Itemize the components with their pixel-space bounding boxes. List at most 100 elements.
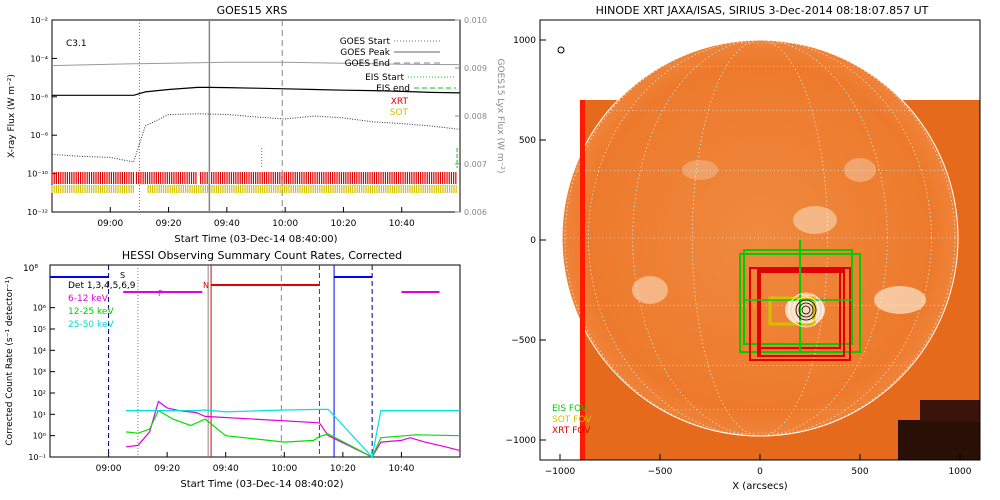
hessi-xtick-label: 09:40 (213, 464, 239, 474)
legend-xrt-fov: XRT FOV (552, 426, 591, 436)
legend-eis-fov: EIS FOV (552, 404, 588, 414)
goes-xtick-label: 10:20 (330, 219, 356, 229)
goes-ytick-right-label: 0.009 (464, 64, 487, 73)
goes-ytick-right-label: 0.008 (464, 112, 487, 121)
legend-xrt: XRT (391, 97, 409, 107)
hessi-xtick-label: 09:20 (154, 464, 180, 474)
bright-region (682, 160, 718, 180)
hessi-flag-n: N (203, 281, 209, 290)
hessi-xtick-label: 10:20 (330, 464, 356, 474)
xrt-xtick-label: −500 (648, 467, 673, 477)
hessi-ytick-label: 10² (33, 389, 46, 398)
hessi-ylabel: Corrected Count Rate (s⁻¹ detector⁻¹) (5, 276, 15, 445)
bright-region (793, 206, 837, 234)
hessi-attenuator-levels (50, 276, 440, 293)
legend-12-25: 12-25 keV (68, 307, 114, 317)
xrt-xtick-label: 500 (851, 467, 868, 477)
hessi-ytick-label: 10¹ (33, 410, 46, 419)
hessi-series-25-50-keV (126, 408, 460, 459)
xrt-image (561, 39, 980, 460)
hessi-xtick-label: 09:00 (96, 464, 122, 474)
hessi-xtick-label: 10:00 (271, 464, 297, 474)
goes-lines (51, 61, 461, 163)
goes-markers (138, 20, 283, 212)
hessi-ytick-label: 10⁰ (33, 432, 46, 441)
goes-xtick-label: 09:40 (214, 219, 240, 229)
contour (795, 299, 817, 321)
goes-ytick-label: 10⁻⁴ (30, 54, 48, 63)
hessi-ytick-top: 10⁸ (23, 264, 38, 274)
xrt-ytick-label: −500 (511, 336, 536, 346)
hessi-ytick-label: 10³ (33, 368, 46, 377)
contour (801, 305, 811, 315)
hessi-xtick-label: 10:40 (388, 464, 414, 474)
legend-eis-end: EIS end (376, 84, 410, 94)
xrt-x-axis: −1000 −500 0 500 1000 (545, 454, 972, 477)
hessi-panel: HESSI Observing Summary Count Rates, Cor… (5, 249, 461, 490)
hessi-series-12-25-keV (126, 409, 461, 458)
legend-6-12: 6-12 keV (68, 294, 109, 304)
legend-25-50: 25-50 keV (68, 320, 114, 330)
hessi-markers (108, 265, 373, 457)
contour (792, 296, 820, 324)
xrt-y-axis: −1000 −500 0 500 1000 (506, 36, 546, 446)
goes-xtick-label: 10:00 (272, 219, 298, 229)
bright-region (844, 158, 876, 182)
hessi-y-axis: 10⁻¹ 10⁰ 10¹ 10² 10³ 10⁴ 10⁵ 10⁶ (28, 304, 55, 462)
goes-legend: GOES Start GOES Peak GOES End EIS Start … (340, 37, 456, 118)
goes-xtick-label: 09:00 (97, 219, 123, 229)
sot-fov-box (768, 296, 816, 326)
hessi-ytick-label: 10⁻¹ (28, 453, 46, 462)
goes-intervals (51, 148, 458, 193)
hessi-flag-f: F (158, 289, 163, 298)
legend-sot: SOT (390, 108, 409, 118)
goes-series-long (52, 86, 461, 96)
goes-ytick-right-label: 0.007 (464, 160, 487, 169)
xrt-xtick-label: 0 (757, 467, 763, 477)
legend-goes-peak: GOES Peak (340, 48, 390, 58)
xrt-legend: EIS FOV SOT FOV XRT FOV (552, 404, 592, 436)
goes-ytick-right-label: 0.010 (464, 16, 487, 25)
bright-region (632, 276, 668, 304)
legend-sot-fov: SOT FOV (552, 415, 592, 425)
goes-ytick-label: 10⁻⁸ (30, 131, 48, 140)
goes-series-lyx (51, 61, 461, 67)
hessi-frame (49, 264, 461, 458)
grid-meridian (691, 39, 828, 437)
xrt-panel: HINODE XRT JAXA/ISAS, SIRIUS 3-Dec-2014 … (506, 4, 981, 492)
heliographic-grid (562, 39, 958, 437)
sun-marker-icon (557, 46, 565, 54)
hessi-lines (126, 400, 461, 459)
contour (788, 292, 824, 328)
contours (788, 292, 824, 328)
goes-ytick-label: 10⁻² (30, 16, 48, 25)
hessi-ytick-label: 10⁶ (33, 304, 46, 313)
xrt-xtick-label: 1000 (949, 467, 972, 477)
goes-xtick-label: 10:40 (389, 219, 415, 229)
grid-meridian (632, 39, 888, 437)
hessi-x-axis: 09:00 09:20 09:40 10:00 10:20 10:40 (96, 452, 415, 474)
goes-ylabel-right: GOES15 Lyx Flux (W m⁻²) (495, 59, 505, 174)
legend-det: Det 1,3,4,5,6,9 (68, 281, 136, 291)
goes-y-axis: 10⁻¹² 10⁻¹⁰ 10⁻⁸ 10⁻⁶ 10⁻⁴ 10⁻² (27, 16, 57, 217)
legend-goes-end: GOES End (345, 59, 390, 69)
goes-series-short (51, 113, 461, 163)
goes-ytick-label: 10⁻¹⁰ (27, 170, 48, 179)
legend-goes-start: GOES Start (340, 37, 391, 47)
goes-xtick-label: 09:20 (156, 219, 182, 229)
legend-eis-start: EIS Start (365, 73, 404, 83)
goes-xlabel: Start Time (03-Dec-14 08:40:00) (174, 234, 337, 245)
goes-title: GOES15 XRS (217, 4, 288, 17)
bright-region (874, 286, 926, 314)
goes-panel: GOES15 XRS 10⁻¹² 10⁻¹⁰ 10⁻⁸ 10⁻⁶ 10⁻⁴ 10⁻² 0.… (7, 4, 505, 245)
xrt-title: HINODE XRT JAXA/ISAS, SIRIUS 3-Dec-2014 … (596, 4, 929, 17)
xrt-fov-edge (580, 100, 585, 460)
hessi-series-6-12-keV (126, 400, 461, 458)
dark-patch (920, 400, 980, 422)
goes-ytick-label: 10⁻¹² (27, 208, 48, 217)
goes-ytick-right-label: 0.006 (464, 208, 487, 217)
xrt-ytick-label: −1000 (506, 436, 537, 446)
xrt-ytick-label: 0 (530, 236, 536, 246)
goes-class-label: C3.1 (66, 39, 87, 49)
